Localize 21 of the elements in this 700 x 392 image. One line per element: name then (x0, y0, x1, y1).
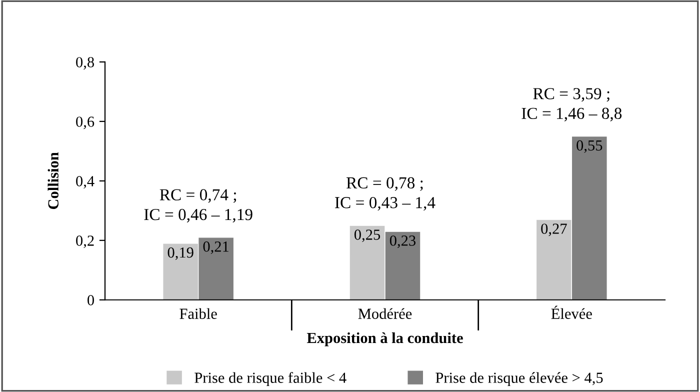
annotation: RC = 0,78 ; IC = 0,43 – 1,4 (335, 177, 436, 211)
legend-label: Prise de risque élevée > 4,5 (436, 372, 603, 386)
y-tick-label: 0 (88, 295, 94, 306)
x-tick-label: Faible (180, 308, 217, 319)
data-label: 0,21 (203, 241, 229, 254)
legend-label: Prise de risque faible < 4 (194, 372, 346, 386)
data-label: 0,55 (576, 140, 602, 153)
y-tick-label: 0,8 (76, 57, 94, 70)
y-tick-label: 0,6 (76, 116, 94, 130)
x-axis-title: Exposition à la conduite (306, 332, 463, 346)
x-tick-label: Modérée (358, 308, 412, 319)
y-tick-label: 0,2 (76, 236, 94, 248)
y-axis-title: Collision (48, 152, 58, 210)
x-tick-label: Élevée (551, 306, 592, 319)
data-label: 0,23 (390, 235, 416, 248)
y-tick-label: 0,4 (76, 176, 94, 189)
data-label: 0,25 (354, 230, 380, 242)
data-label: 0,27 (541, 224, 567, 236)
annotation: RC = 0,74 ; IC = 0,46 – 1,19 (144, 189, 252, 223)
annotation: RC = 3,59 ; IC = 1,46 – 8,8 (522, 88, 622, 122)
data-label: 0,19 (168, 247, 194, 260)
